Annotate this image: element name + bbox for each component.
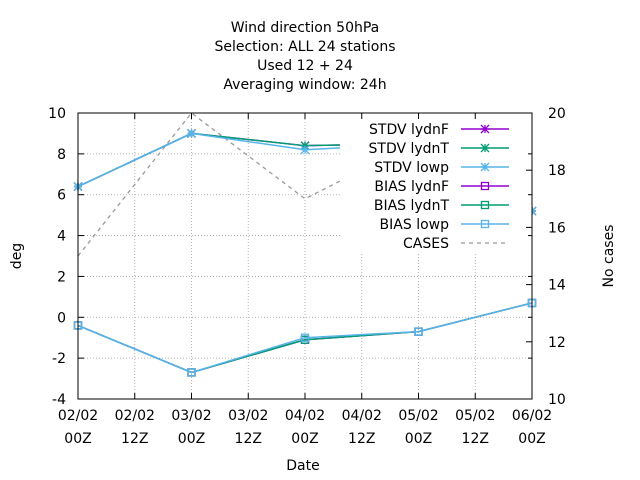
y2-axis-label: No cases	[601, 225, 617, 288]
title-line: Used 12 + 24	[257, 58, 353, 74]
legend: STDV lydnF STDV lydnT STDV lowp BIAS lydnF B…	[340, 116, 532, 254]
x-tick-label: 04/02	[285, 408, 325, 424]
y-tick-label: 2	[57, 269, 66, 285]
x-tick-label: 00Z	[291, 431, 318, 447]
x-tick-label: 04/02	[342, 408, 382, 424]
legend-background	[340, 116, 532, 254]
data-point	[300, 333, 310, 342]
x-tick-label: 02/02	[115, 408, 155, 424]
legend-label: STDV lydnT	[369, 141, 450, 157]
legend-marker	[480, 124, 490, 134]
x-tick-label: 00Z	[405, 431, 432, 447]
legend-label: BIAS lowp	[380, 217, 450, 233]
y-tick-label: 0	[57, 310, 66, 326]
title-line: Averaging window: 24h	[223, 77, 386, 93]
legend-marker	[480, 143, 490, 153]
chart-title: Wind direction 50hPa Selection: ALL 24 st…	[214, 20, 395, 93]
legend-label: BIAS lydnF	[374, 179, 449, 195]
title-line: Wind direction 50hPa	[231, 20, 380, 36]
legend-marker	[480, 200, 490, 210]
y-axis-label: deg	[9, 243, 25, 269]
x-tick-label: 00Z	[178, 431, 205, 447]
y-tick-label: 10	[48, 106, 66, 122]
y2-tick-label: 16	[548, 220, 566, 236]
x-tick-label: 12Z	[462, 431, 489, 447]
y-tick-label: 4	[57, 229, 66, 245]
data-point	[300, 145, 310, 155]
x-tick-label: 12Z	[235, 431, 262, 447]
y-tick-label: -2	[52, 351, 66, 367]
x-tick-label: 00Z	[64, 431, 91, 447]
data-point	[187, 368, 196, 377]
series-bias-lowp	[73, 298, 537, 377]
y-tick-label: 6	[57, 188, 66, 204]
y-tick-label: -4	[52, 392, 66, 408]
x-tick-label: 06/02	[512, 408, 552, 424]
x-tick-label: 12Z	[348, 431, 375, 447]
title-line: Selection: ALL 24 stations	[214, 39, 395, 55]
y2-tick-label: 14	[548, 278, 566, 294]
x-tick-label: 05/02	[455, 408, 495, 424]
legend-label: STDV lydnF	[369, 122, 449, 138]
legend-label: CASES	[403, 236, 449, 252]
x-tick-label: 05/02	[398, 408, 438, 424]
axes: -4 -2 0 2 4 6 8 10 10 12 14 16 18 20 02/02 00Z 02/02 12Z 0…	[48, 106, 566, 447]
legend-label: BIAS lydnT	[374, 198, 450, 214]
legend-label: STDV lowp	[374, 160, 449, 176]
x-tick-label: 00Z	[518, 431, 545, 447]
x-axis-label: Date	[286, 458, 319, 474]
x-tick-label: 03/02	[228, 408, 268, 424]
series-line	[77, 302, 533, 374]
legend-marker	[480, 162, 490, 172]
data-point	[414, 327, 423, 336]
data-point	[187, 128, 196, 138]
y2-tick-label: 12	[548, 335, 566, 351]
y2-tick-label: 18	[548, 163, 566, 179]
data-point	[300, 141, 310, 151]
x-tick-label: 03/02	[171, 408, 211, 424]
y-tick-label: 8	[57, 147, 66, 163]
y2-tick-label: 10	[548, 392, 566, 408]
legend-marker	[480, 219, 490, 229]
y2-tick-label: 20	[548, 106, 566, 122]
x-tick-label: 12Z	[121, 431, 148, 447]
legend-marker	[480, 181, 490, 191]
x-tick-label: 02/02	[58, 408, 98, 424]
